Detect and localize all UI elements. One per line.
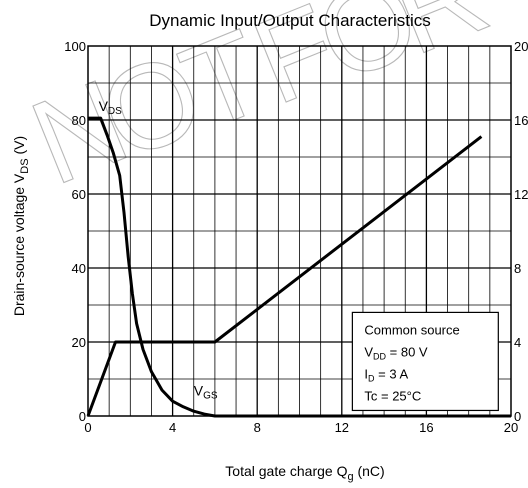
y2-tick-label: 0 [514,409,521,424]
x-axis-label-unit: (nC) [354,463,385,479]
annotation-symbol: V [364,344,373,359]
x-axis-label-symbol: Q [337,463,348,479]
chart-title: Dynamic Input/Output Characteristics [149,11,431,30]
y2-tick-label: 8 [514,261,521,276]
series-line-vgs [86,135,483,417]
series-line-vds [88,116,511,418]
y-axis-label-text: Drain-source voltage [11,183,27,316]
y-axis-label-subscript: DS [19,158,31,173]
y-tick-label: 60 [72,187,86,202]
y2-tick-label: 16 [514,113,528,128]
x-tick-label: 12 [335,420,349,435]
series-label-symbol: V [194,383,204,399]
plot-border [87,45,512,417]
y-tick-label: 40 [72,261,86,276]
annotation-line: ID = 3 A [364,366,408,383]
annotation-subscript: DD [373,351,386,361]
annotation-line: VDD = 80 V [364,344,428,361]
x-tick-label: 8 [254,420,261,435]
annotation-frame [351,311,499,412]
y-tick-label: 100 [64,39,86,54]
annotation-symbol: I [364,366,368,381]
annotation-subscript: D [368,373,375,383]
x-axis-label: Total gate charge Qg (nC) [225,463,384,483]
series-label-subscript: DS [108,106,122,117]
annotation-value: = 3 A [375,366,409,381]
y-axis-label-unit: (V) [11,136,27,159]
series-label-vgs: VGS [194,383,218,402]
series-label-symbol: V [99,98,109,114]
axis-labels: Total gate charge Qg (nC) Drain-source vo… [11,136,385,483]
x-tick-label: 16 [419,420,433,435]
y-axis-label: Drain-source voltage VDS (V) [11,136,31,316]
annotation-value: = 80 V [386,344,428,359]
x-tick-label: 20 [504,420,518,435]
x-tick-label: 0 [84,420,91,435]
annotation-box: Common source VDD = 80 V ID = 3 A Tc = 25°C [351,311,499,412]
series-group [86,116,511,418]
y-axis-label-symbol: V [11,173,27,183]
series-label-subscript: GS [203,391,218,402]
y-tick-label: 20 [72,335,86,350]
y-tick-label: 80 [72,113,86,128]
annotation-line: Tc = 25°C [364,388,421,403]
y2-tick-label: 12 [514,187,528,202]
y2-tick-label: 4 [514,335,521,350]
x-axis-label-text: Total gate charge [225,463,336,479]
annotation-text: Common source [364,322,459,337]
y-tick-label: 0 [79,409,86,424]
y2-tick-label: 20 [514,39,528,54]
annotation-line: Common source [364,322,459,337]
annotation-text: Tc = 25°C [364,388,421,403]
x-axis-label-subscript: g [347,471,353,483]
x-tick-label: 4 [169,420,176,435]
series-label-vds: VDS [99,98,123,117]
plot-frame [87,45,512,417]
